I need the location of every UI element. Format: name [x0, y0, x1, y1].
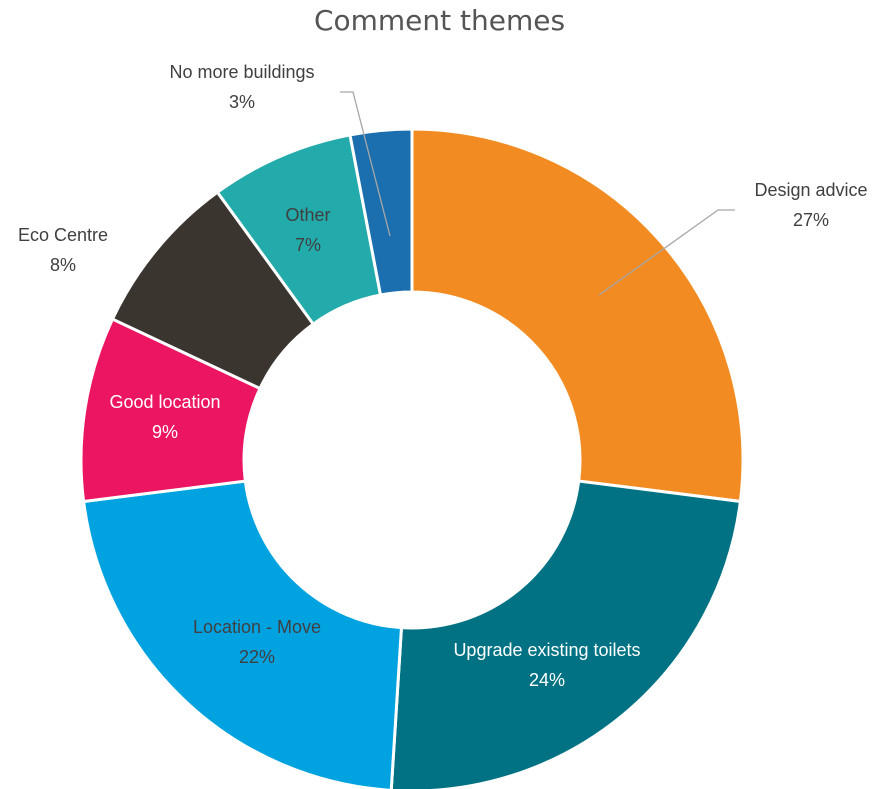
slice-no-more-buildings	[348, 127, 414, 297]
data-label-location-move: Location - Move 22%	[193, 617, 321, 667]
chart-title: Comment themes	[313, 4, 566, 37]
data-label-other: Other 7%	[285, 205, 330, 255]
data-label-eco-centre: Eco Centre 8%	[18, 225, 108, 275]
slice-design-advice	[410, 127, 745, 504]
leader-line-no-more-buildings	[340, 91, 391, 237]
data-label-good-location: Good location 9%	[109, 392, 220, 442]
data-label-upgrade-existing-toilets: Upgrade existing toilets 24%	[453, 640, 640, 690]
leader-line-design-advice	[598, 209, 735, 296]
slice-upgrade-existing-toilets	[389, 479, 743, 789]
slice-location-move	[81, 479, 404, 789]
data-label-no-more-buildings: No more buildings 3%	[169, 62, 314, 112]
data-label-design-advice: Design advice 27%	[754, 180, 867, 230]
